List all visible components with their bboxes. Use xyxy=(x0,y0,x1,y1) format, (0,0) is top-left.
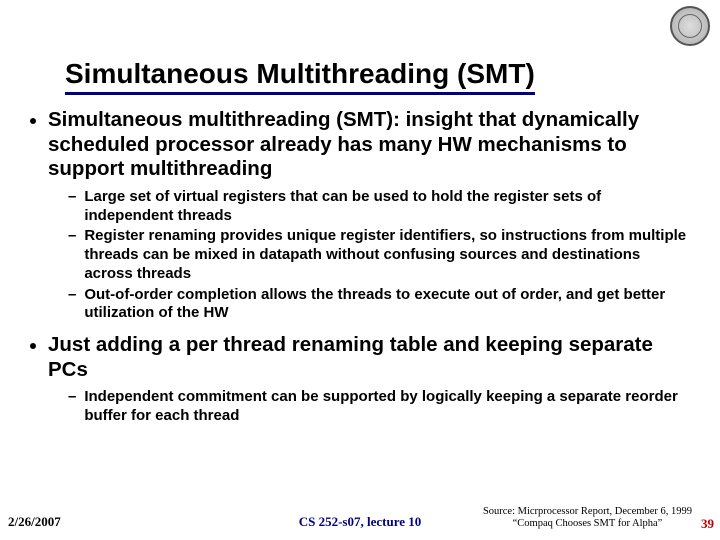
bullet-text: Out-of-order completion allows the threa… xyxy=(84,286,692,324)
slide-footer: 2/26/2007 CS 252-s07, lecture 10 Source:… xyxy=(0,494,720,534)
footer-date: 2/26/2007 xyxy=(8,514,61,530)
source-line: “Compaq Chooses SMT for Alpha” xyxy=(513,518,663,529)
slide-title: Simultaneous Multithreading (SMT) xyxy=(65,58,535,95)
bullet-level-1: Simultaneous multithreading (SMT): insig… xyxy=(30,108,692,182)
bullet-text: Register renaming provides unique regist… xyxy=(84,227,692,283)
bullet-dot-icon xyxy=(30,343,36,349)
bullet-dash-icon: – xyxy=(68,227,76,283)
bullet-level-2: – Large set of virtual registers that ca… xyxy=(68,188,692,226)
bullet-dash-icon: – xyxy=(68,286,76,324)
bullet-text: Simultaneous multithreading (SMT): insig… xyxy=(48,108,692,182)
bullet-dash-icon: – xyxy=(68,188,76,226)
bullet-text: Just adding a per thread renaming table … xyxy=(48,333,692,382)
title-container: Simultaneous Multithreading (SMT) xyxy=(65,58,685,95)
slide-body: Simultaneous multithreading (SMT): insig… xyxy=(30,108,692,428)
bullet-level-2: – Independent commitment can be supporte… xyxy=(68,388,692,426)
source-line: Source: Micrprocessor Report, December 6… xyxy=(483,506,692,517)
bullet-level-1: Just adding a per thread renaming table … xyxy=(30,333,692,382)
bullet-level-2: – Register renaming provides unique regi… xyxy=(68,227,692,283)
bullet-dash-icon: – xyxy=(68,388,76,426)
bullet-dot-icon xyxy=(30,118,36,124)
bullet-level-2: – Out-of-order completion allows the thr… xyxy=(68,286,692,324)
bullet-text: Independent commitment can be supported … xyxy=(84,388,692,426)
page-number: 39 xyxy=(701,516,714,532)
footer-source: Source: Micrprocessor Report, December 6… xyxy=(483,506,692,530)
bullet-text: Large set of virtual registers that can … xyxy=(84,188,692,226)
footer-course: CS 252-s07, lecture 10 xyxy=(299,514,422,530)
university-seal-icon xyxy=(670,6,710,46)
